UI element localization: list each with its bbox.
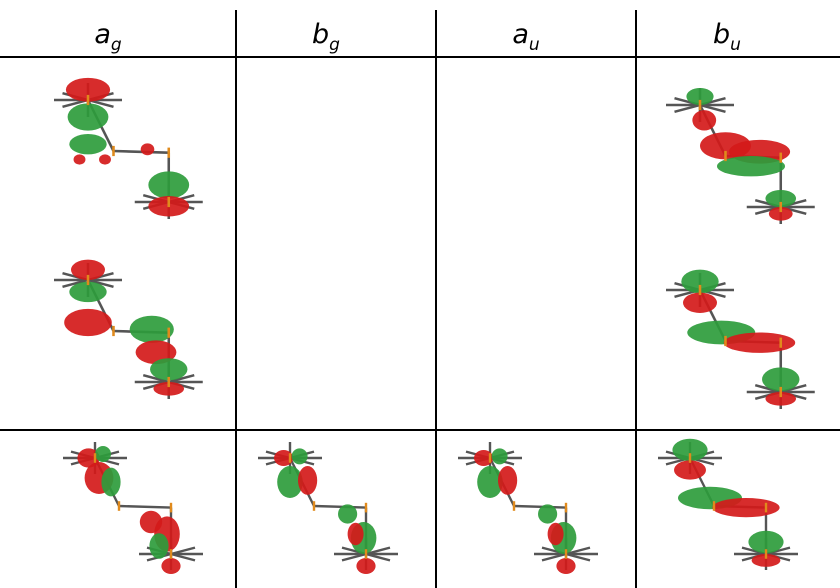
molecule [666, 88, 815, 224]
orbital-images [54, 78, 815, 574]
header-subscript: g [111, 35, 122, 55]
orbital-lobe [724, 333, 795, 353]
molecule [258, 442, 398, 574]
orbital-lobe [717, 156, 785, 176]
header-subscript: g [329, 35, 340, 55]
orbital-lobe [95, 446, 111, 462]
column-header: au [512, 19, 540, 55]
header-symbol: b [713, 19, 730, 50]
orbital-lobe [149, 533, 168, 559]
orbital-lobe [68, 103, 109, 130]
column-header: ag [94, 19, 122, 55]
orbital-lobe [548, 523, 564, 545]
bond [314, 506, 366, 508]
molecule [658, 439, 798, 570]
orbital-lobe [498, 466, 517, 495]
orbital-lobe [356, 558, 375, 574]
orbital-lobe [683, 293, 717, 313]
molecule [54, 260, 203, 399]
molecule [458, 442, 598, 574]
orbital-lobe [141, 143, 155, 155]
orbital-table: agbgaubu [0, 0, 840, 588]
orbital-lobe [69, 134, 106, 154]
orbital-lobe [692, 110, 716, 130]
orbital-lobe [161, 558, 180, 574]
orbital-lobe [292, 448, 308, 464]
orbital-lobe [538, 504, 557, 523]
header-symbol: a [94, 19, 111, 50]
orbital-lobe [64, 309, 112, 336]
molecule [54, 78, 203, 219]
header-subscript: u [730, 35, 741, 55]
orbital-lobe [712, 498, 779, 517]
orbital-lobe [348, 523, 364, 545]
bond [119, 506, 171, 508]
column-header: bu [713, 19, 741, 55]
molecule [666, 270, 815, 409]
orbital-lobe [148, 171, 189, 198]
molecule [63, 442, 203, 574]
orbital-lobe [556, 558, 575, 574]
orbital-lobe [74, 154, 86, 164]
orbital-lobe [492, 448, 508, 464]
orbital-lobe [101, 468, 120, 497]
orbital-lobe [298, 466, 317, 495]
column-header: bg [312, 19, 340, 55]
header-symbol: a [512, 19, 529, 50]
bond [514, 506, 566, 508]
header-subscript: u [529, 35, 540, 55]
orbital-lobe [338, 504, 357, 523]
orbital-lobe [99, 154, 111, 164]
orbital-lobe [130, 316, 174, 343]
orbital-lobe [674, 460, 706, 479]
header-symbol: b [312, 19, 329, 50]
